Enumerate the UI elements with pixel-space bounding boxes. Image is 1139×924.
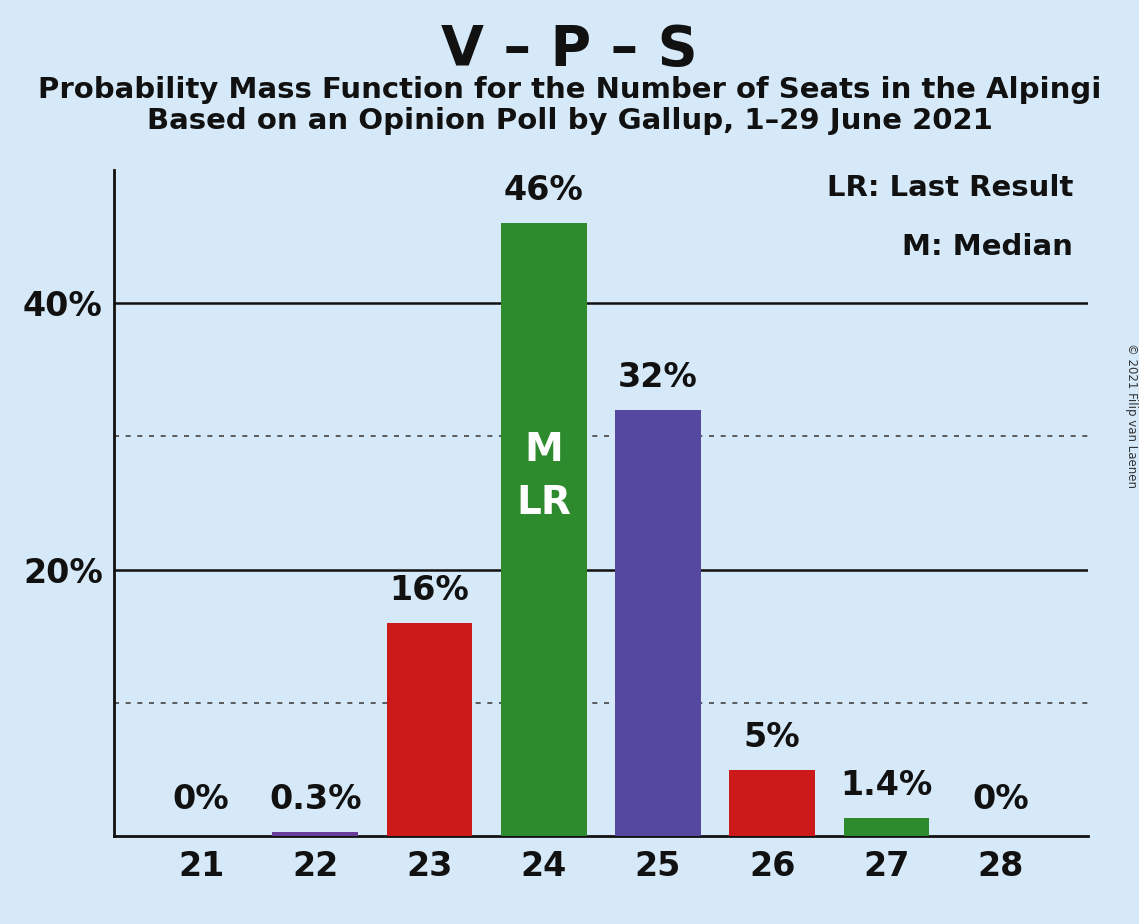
Text: 16%: 16% — [390, 574, 469, 607]
Text: 46%: 46% — [503, 175, 583, 207]
Text: 5%: 5% — [744, 721, 801, 754]
Text: 0.3%: 0.3% — [269, 784, 361, 816]
Text: Probability Mass Function for the Number of Seats in the Alpingi: Probability Mass Function for the Number… — [38, 76, 1101, 103]
Text: 0%: 0% — [973, 784, 1029, 816]
Bar — [501, 224, 587, 836]
Text: Based on an Opinion Poll by Gallup, 1–29 June 2021: Based on an Opinion Poll by Gallup, 1–29… — [147, 107, 992, 135]
Bar — [844, 818, 929, 836]
Text: 1.4%: 1.4% — [841, 769, 933, 802]
Text: M: Median: M: Median — [902, 234, 1073, 261]
Text: © 2021 Filip van Laenen: © 2021 Filip van Laenen — [1124, 344, 1138, 488]
Bar — [272, 833, 358, 836]
Text: LR: Last Result: LR: Last Result — [827, 175, 1073, 202]
Text: V – P – S: V – P – S — [441, 23, 698, 77]
Bar — [615, 409, 700, 836]
Text: M
LR: M LR — [516, 431, 571, 522]
Text: 32%: 32% — [618, 360, 698, 394]
Bar — [386, 623, 473, 836]
Text: 0%: 0% — [173, 784, 229, 816]
Bar — [729, 770, 816, 836]
